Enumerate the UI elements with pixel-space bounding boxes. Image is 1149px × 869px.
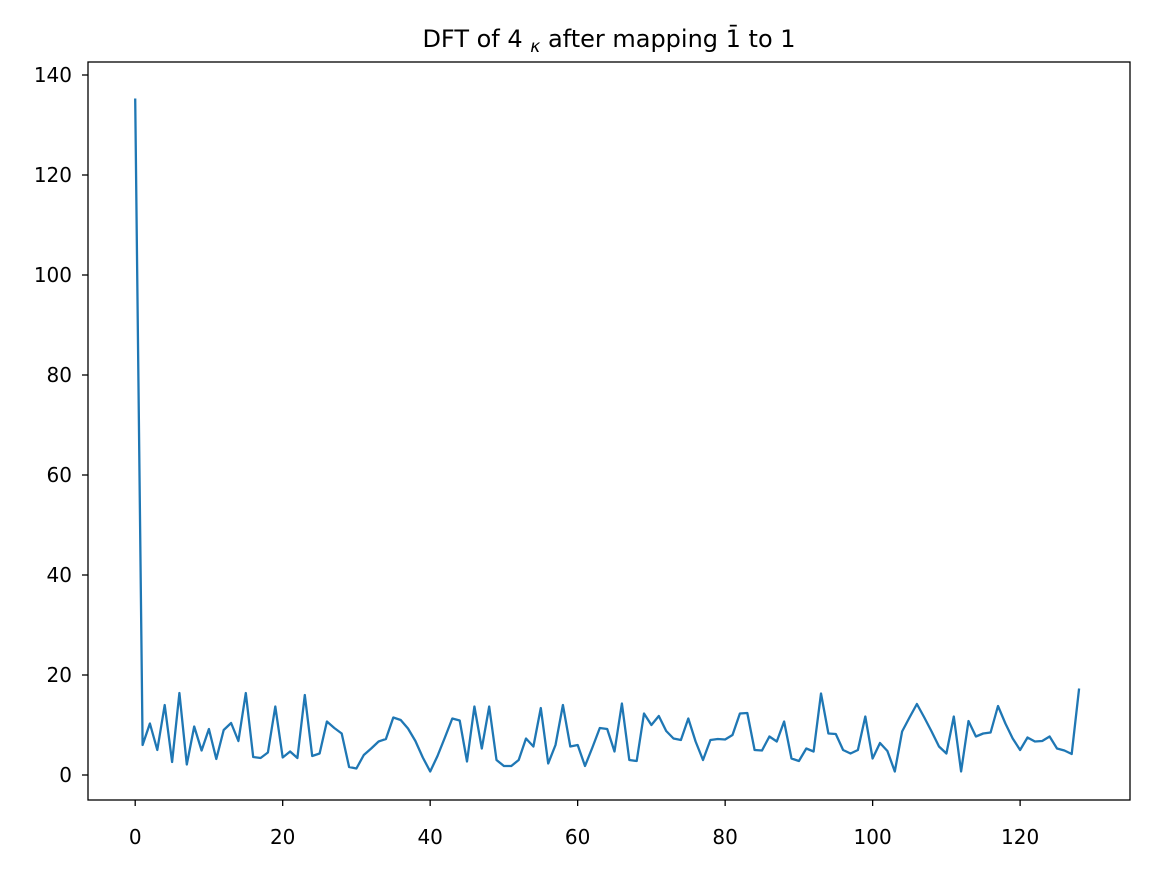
x-axis-ticks: 0 20 40 60 80 100 120: [129, 800, 1039, 849]
y-tick-label: 0: [59, 763, 72, 787]
x-tick-label: 20: [270, 825, 295, 849]
y-tick-label: 40: [47, 563, 72, 587]
y-tick-label: 80: [47, 363, 72, 387]
y-tick-label: 60: [47, 463, 72, 487]
y-tick-label: 20: [47, 663, 72, 687]
x-tick-label: 40: [417, 825, 442, 849]
x-tick-label: 80: [712, 825, 737, 849]
y-tick-label: 140: [34, 63, 72, 87]
y-axis-ticks: 0 20 40 60 80 100 120 140: [34, 63, 88, 787]
x-tick-label: 100: [854, 825, 892, 849]
plot-area: [87, 61, 1131, 801]
y-tick-label: 120: [34, 163, 72, 187]
chart-title-prefix: DFT of 4: [422, 25, 522, 53]
chart-title: DFT of 4 κ after mapping 1̄ to 1: [422, 24, 795, 58]
x-tick-label: 60: [565, 825, 590, 849]
x-tick-label: 0: [129, 825, 142, 849]
dft-magnitude-line: [134, 98, 1081, 773]
y-tick-label: 100: [34, 263, 72, 287]
x-tick-label: 120: [1001, 825, 1039, 849]
chart-title-subscript-kappa: κ: [530, 37, 540, 57]
chart-title-suffix: after mapping 1̄ to 1: [548, 24, 796, 53]
